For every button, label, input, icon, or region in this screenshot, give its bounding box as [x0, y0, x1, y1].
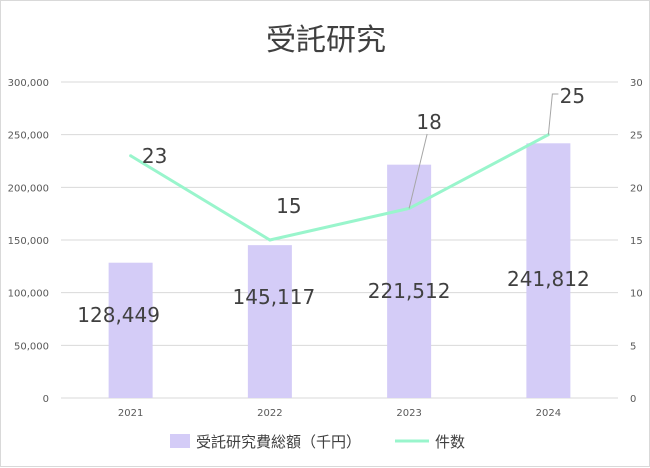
left-tick-label: 200,000 — [8, 183, 49, 194]
left-tick-label: 0 — [43, 394, 49, 405]
line-value-label: 25 — [560, 84, 585, 108]
line-value-label: 18 — [416, 110, 441, 134]
legend: 受託研究費総額（千円） 件数 — [170, 433, 465, 451]
right-tick-label: 15 — [630, 236, 643, 247]
bar-value-label: 221,512 — [368, 279, 451, 303]
line-value-label: 15 — [276, 194, 301, 218]
line-value-label: 23 — [142, 144, 167, 168]
right-tick-label: 20 — [630, 183, 643, 194]
legend-bar-swatch — [170, 434, 190, 448]
leader-line — [408, 133, 428, 209]
left-tick-label: 100,000 — [8, 289, 49, 300]
right-axis: 0 5 10 15 20 25 30 — [630, 78, 643, 405]
right-tick-label: 5 — [630, 341, 636, 352]
line-point — [129, 154, 133, 158]
bar-value-label: 145,117 — [233, 285, 316, 309]
bar — [526, 143, 571, 398]
left-axis: 0 50,000 100,000 150,000 200,000 250,000 300,0… — [8, 78, 49, 405]
left-tick-label: 50,000 — [14, 341, 49, 352]
x-tick-label: 2021 — [118, 408, 143, 419]
line-point — [268, 238, 272, 242]
left-tick-label: 150,000 — [8, 236, 49, 247]
line-path — [129, 133, 550, 242]
right-tick-label: 0 — [630, 394, 636, 405]
legend-bar-label: 受託研究費総額（千円） — [196, 433, 361, 451]
right-tick-label: 25 — [630, 131, 643, 142]
x-axis: 2021 2022 2023 2024 — [118, 408, 561, 419]
right-tick-label: 10 — [630, 289, 643, 300]
x-tick-label: 2023 — [396, 408, 421, 419]
left-tick-label: 250,000 — [8, 131, 49, 142]
gridlines — [61, 81, 618, 399]
bar-series — [108, 143, 571, 398]
chart-title: 受託研究 — [266, 23, 386, 58]
right-tick-label: 30 — [630, 78, 643, 89]
bar — [108, 262, 153, 398]
legend-line-label: 件数 — [435, 433, 465, 451]
data-labels: 128,449 145,117 221,512 241,812 23 15 18 25 — [77, 84, 589, 327]
leader-line — [547, 93, 559, 135]
bar — [247, 245, 292, 398]
bar — [387, 164, 432, 398]
bar-value-label: 241,812 — [507, 267, 590, 291]
x-tick-label: 2024 — [536, 408, 561, 419]
bar-value-label: 128,449 — [77, 303, 160, 327]
left-tick-label: 300,000 — [8, 78, 49, 89]
x-tick-label: 2022 — [257, 408, 282, 419]
